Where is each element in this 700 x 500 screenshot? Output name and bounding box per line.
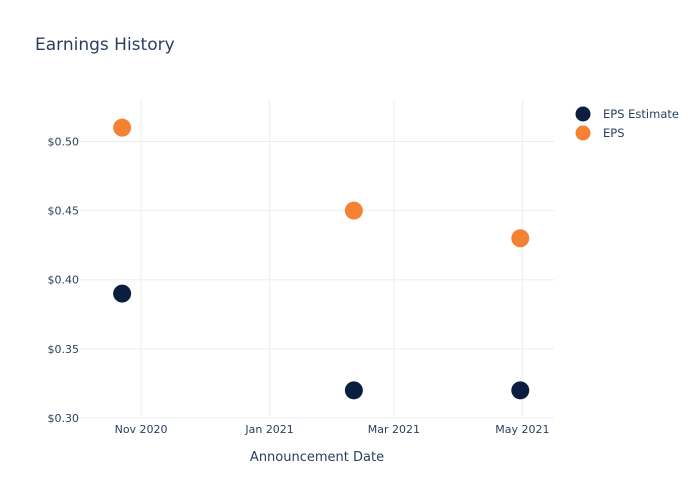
y-tick-label: $0.40 — [48, 274, 80, 287]
x-tick-label: May 2021 — [495, 423, 549, 436]
eps-estimate-point[interactable] — [344, 381, 363, 400]
eps-point[interactable] — [113, 118, 132, 137]
legend-marker[interactable] — [575, 106, 591, 122]
eps-point[interactable] — [344, 201, 363, 220]
legend-label[interactable]: EPS Estimate — [603, 107, 679, 121]
legend-label[interactable]: EPS — [603, 126, 625, 140]
y-tick-label: $0.50 — [48, 135, 80, 148]
y-tick-label: $0.45 — [48, 205, 80, 218]
x-tick-label: Mar 2021 — [368, 423, 420, 436]
x-axis-ticks: Nov 2020 Jan 2021 Mar 2021 May 2021 — [115, 423, 550, 436]
eps-estimate-point[interactable] — [511, 381, 530, 400]
data-points — [113, 118, 530, 400]
x-tick-label: Jan 2021 — [244, 423, 293, 436]
y-tick-label: $0.30 — [48, 412, 80, 425]
eps-estimate-point[interactable] — [113, 284, 132, 303]
y-tick-label: $0.35 — [48, 343, 80, 356]
x-axis-label: Announcement Date — [250, 450, 384, 465]
chart-title: Earnings History — [35, 35, 175, 55]
x-tick-label: Nov 2020 — [115, 423, 168, 436]
legend: EPS Estimate EPS — [575, 106, 679, 141]
y-axis-ticks: $0.30 $0.35 $0.40 $0.45 $0.50 — [48, 135, 80, 425]
legend-marker[interactable] — [575, 125, 591, 141]
grid — [80, 100, 554, 419]
eps-point[interactable] — [511, 229, 530, 248]
